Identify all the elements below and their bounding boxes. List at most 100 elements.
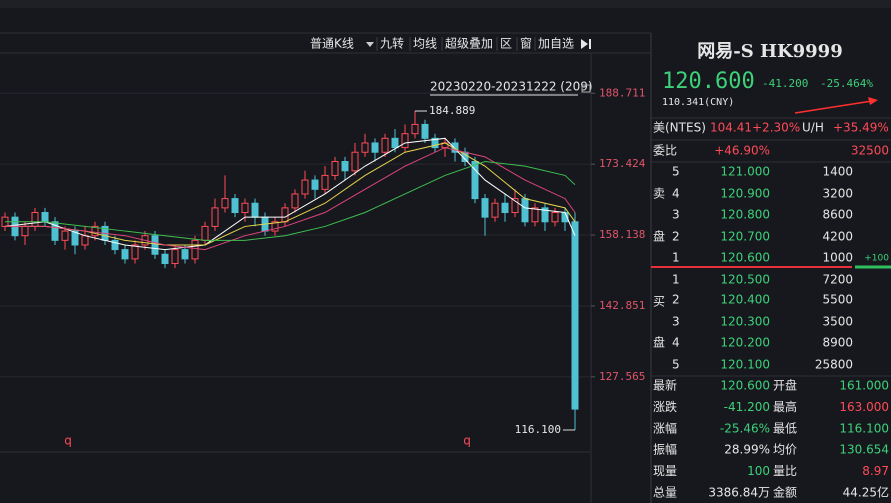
- y-tick-label: 173.424: [599, 157, 646, 170]
- marker: q: [64, 434, 72, 448]
- level: 2: [672, 230, 680, 244]
- candle-body: [61, 230, 69, 241]
- candle-body: [91, 225, 99, 237]
- candle-body: [421, 123, 429, 139]
- candle-body: [291, 193, 299, 209]
- candle-body: [551, 212, 559, 223]
- stat-value: -41.200: [724, 400, 770, 414]
- candle-body: [51, 221, 59, 241]
- toolbar-button[interactable]: 普通K线: [310, 37, 354, 51]
- candle-body: [341, 161, 349, 172]
- toolbar-button[interactable]: 超级叠加: [445, 36, 493, 51]
- sell-label: 卖: [653, 187, 665, 201]
- order-price: 120.200: [720, 336, 770, 350]
- candle-body: [481, 198, 489, 218]
- toolbar-button[interactable]: 窗: [520, 37, 532, 51]
- stat-value: 44.25亿: [843, 485, 889, 500]
- stock-name: 网易-S HK9999: [697, 41, 843, 62]
- order-price: 121.000: [720, 165, 770, 179]
- level: 1: [672, 273, 680, 287]
- order-price: 120.500: [720, 273, 770, 287]
- candle-body: [281, 207, 289, 223]
- order-price: 120.100: [720, 358, 770, 372]
- level: 2: [672, 293, 680, 307]
- candle-body: [311, 179, 319, 190]
- stat-label: 总量: [653, 486, 677, 500]
- candle-body: [491, 202, 499, 218]
- order-volume: 8900: [822, 336, 853, 350]
- toolbar-button[interactable]: 均线: [413, 37, 437, 51]
- order-volume: 1400: [822, 165, 853, 179]
- y-tick-label: 127.565: [599, 370, 645, 383]
- order-price: 120.700: [720, 230, 770, 244]
- candle-body: [351, 151, 359, 172]
- stat-value: 8.97: [862, 464, 889, 478]
- candle-body: [451, 142, 459, 153]
- ask1-change: +100: [864, 254, 889, 264]
- candle-body: [241, 202, 249, 214]
- stat-label: 量比: [773, 464, 797, 478]
- y-tick-label: 188.711: [599, 86, 645, 99]
- moving-average: [5, 160, 576, 241]
- candle-body: [331, 161, 339, 176]
- candle-body: [411, 123, 419, 135]
- top-bar: [0, 0, 891, 8]
- stat-label: 最新: [653, 378, 677, 393]
- change: -41.200: [762, 77, 808, 90]
- candle-body: [41, 212, 49, 223]
- stat-label: 振幅: [653, 442, 677, 457]
- panel-toggle[interactable]: [581, 39, 591, 49]
- y-tick-label: 142.851: [599, 299, 645, 312]
- candle-body: [111, 239, 119, 251]
- level: 4: [672, 187, 680, 201]
- candle-body: [501, 202, 509, 214]
- level: 3: [672, 315, 680, 329]
- stat-label: 最低: [773, 421, 797, 435]
- candle-body: [541, 207, 549, 223]
- adr-price: 104.41: [710, 121, 752, 135]
- order-price: 120.800: [720, 208, 770, 222]
- level: 1: [672, 251, 680, 265]
- candle-body: [531, 207, 539, 223]
- stat-value: 120.600: [720, 379, 770, 393]
- y-tick-label: 158.138: [599, 228, 645, 241]
- candle-body: [151, 235, 159, 255]
- stat-value: 130.654: [839, 443, 889, 457]
- commission-ratio: +46.90%: [714, 144, 770, 158]
- stat-value: 163.000: [839, 400, 889, 414]
- cny-price: 110.341(CNY): [662, 97, 734, 108]
- lock-icon[interactable]: [581, 84, 591, 93]
- marker: q: [463, 434, 471, 448]
- candle-body: [211, 207, 219, 227]
- candle-body: [321, 174, 329, 190]
- candle-body: [31, 212, 39, 227]
- toolbar-button[interactable]: 区: [500, 37, 512, 51]
- candle-body: [511, 198, 519, 214]
- candle-body: [401, 133, 409, 149]
- order-price: 120.400: [720, 293, 770, 307]
- order-price: 120.600: [720, 251, 770, 265]
- moving-average: [5, 147, 576, 251]
- order-volume: 3500: [822, 315, 853, 329]
- toolbar-button[interactable]: 加自选: [538, 37, 574, 51]
- candle-body: [181, 249, 189, 260]
- candle-body: [271, 221, 279, 232]
- candle-body: [121, 249, 129, 260]
- stat-label: 最高: [773, 399, 797, 414]
- stat-value: 3386.84万: [708, 486, 770, 500]
- buy-label: 盘: [653, 335, 665, 350]
- dropdown-arrow[interactable]: [366, 42, 374, 47]
- stat-value: 116.100: [839, 421, 889, 435]
- candle-body: [221, 198, 229, 209]
- candle-body: [431, 137, 439, 149]
- stat-label: 金额: [773, 485, 797, 500]
- stat-label: 均价: [773, 443, 797, 457]
- toolbar-button[interactable]: 九转: [380, 36, 404, 51]
- candle-body: [191, 239, 199, 260]
- moving-average: [4, 137, 576, 251]
- candle-body: [231, 198, 239, 214]
- sell-label: 盘: [653, 229, 665, 244]
- uh-value: +35.49%: [833, 121, 889, 135]
- order-volume: 25800: [815, 358, 853, 372]
